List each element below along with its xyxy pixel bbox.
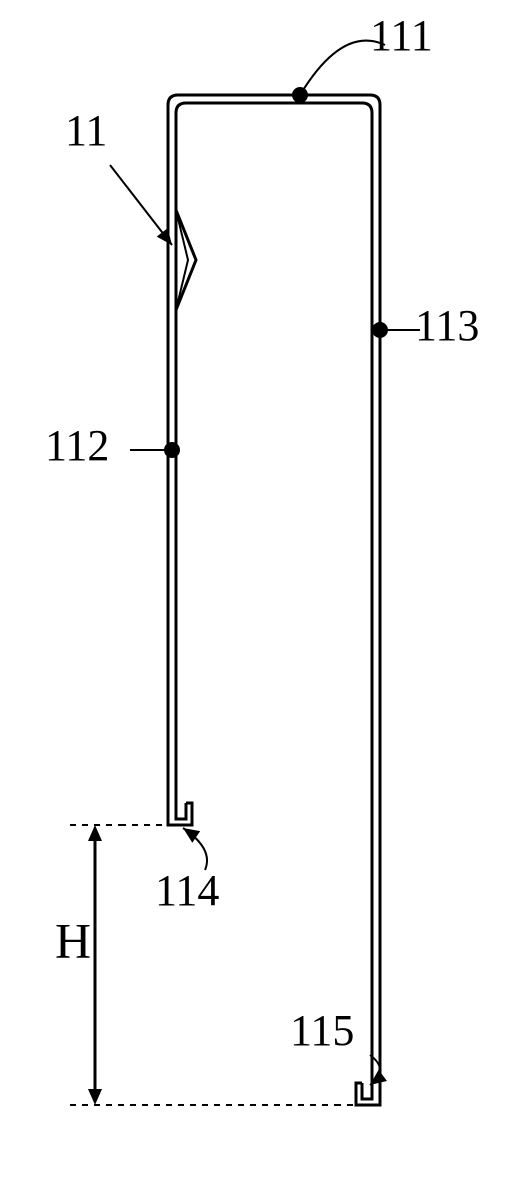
dim-arrow-top — [88, 825, 102, 841]
callout-label-114: 114 — [155, 866, 219, 915]
callout-label-115: 115 — [290, 1006, 354, 1055]
callout-label-111: 111 — [370, 11, 433, 60]
callout-label-11: 11 — [65, 106, 107, 155]
technical-drawing: 11111113112114115H — [0, 0, 529, 1189]
callout-label-113: 113 — [415, 301, 479, 350]
callout-label-112: 112 — [45, 421, 109, 470]
dim-arrow-bottom — [88, 1089, 102, 1105]
bracket-inner-outline — [176, 103, 372, 1099]
dim-label: H — [55, 913, 91, 969]
bracket-outer-outline — [168, 95, 380, 1105]
callout-arrowhead-11 — [157, 228, 172, 245]
